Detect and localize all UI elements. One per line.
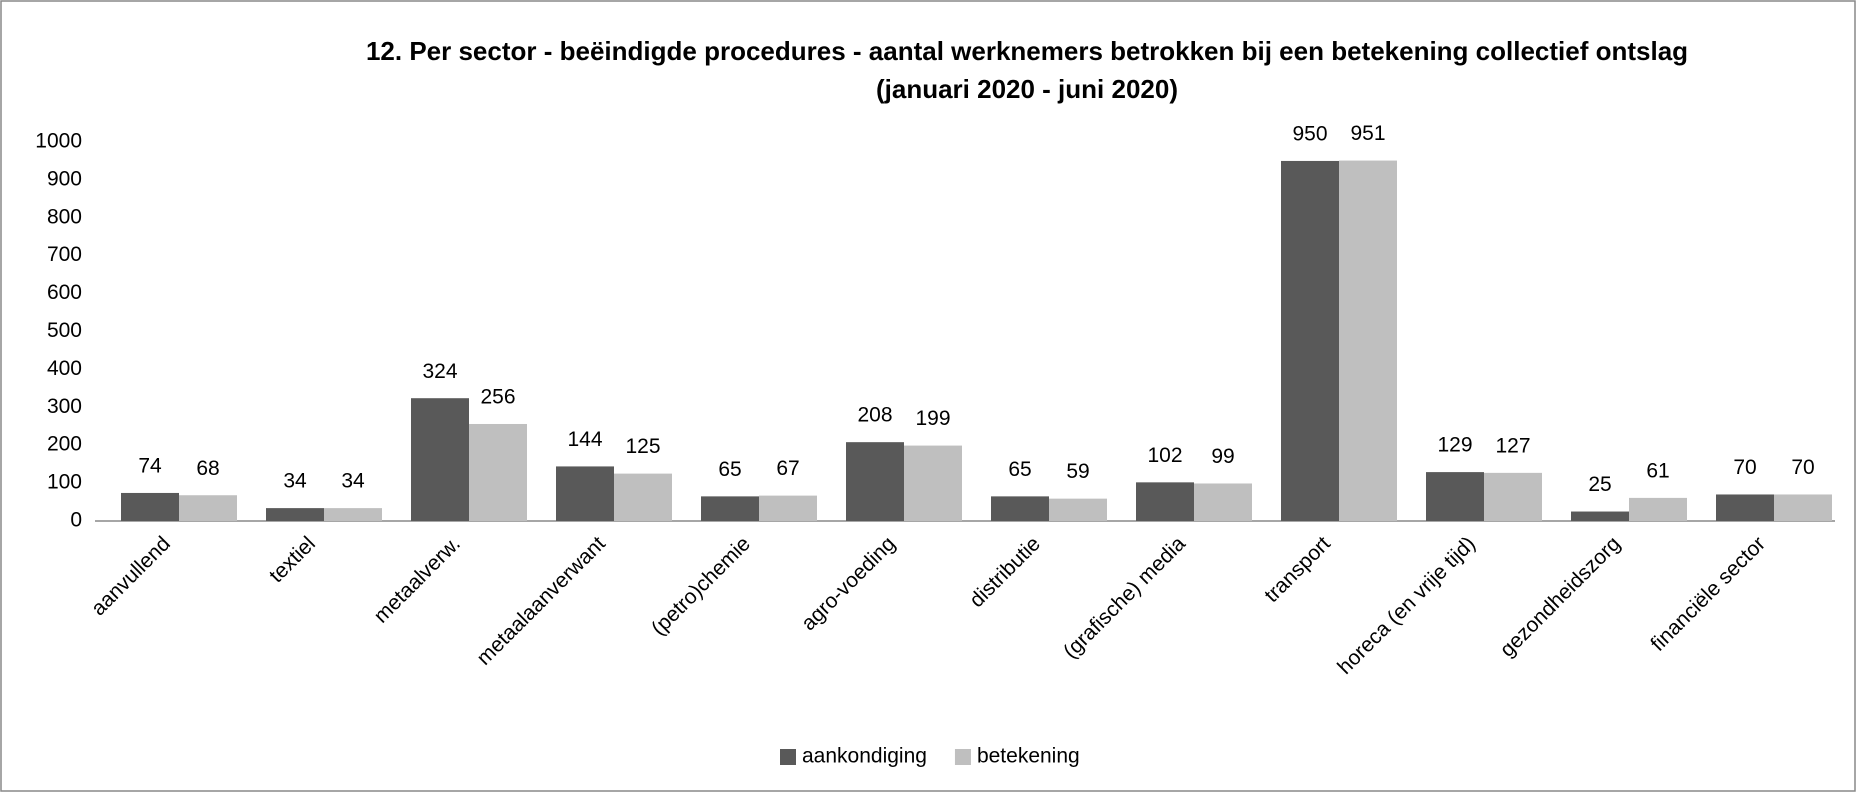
chart-title: 12. Per sector - beëindigde procedures -… [366,36,1688,66]
bar [556,466,614,521]
legend-label: aankondiging [802,745,927,768]
bar [1281,160,1339,521]
data-label: 127 [1495,434,1530,457]
y-tick-label: 500 [47,319,82,342]
data-label: 70 [1791,456,1814,479]
data-label: 34 [283,470,307,493]
data-label: 125 [625,435,660,458]
data-label: 129 [1437,434,1472,457]
data-label: 256 [480,386,515,409]
bar [121,492,179,521]
data-label: 34 [341,470,365,493]
y-tick-label: 100 [47,471,82,494]
data-label: 70 [1733,456,1756,479]
bar [701,496,759,521]
data-label: 144 [567,428,602,451]
bar [1571,511,1629,521]
data-label: 951 [1350,122,1385,145]
bar [1339,160,1397,522]
bar [1136,482,1194,521]
y-tick-label: 700 [47,243,82,266]
data-label: 68 [196,457,219,480]
legend-swatch [780,749,796,765]
data-label: 65 [718,458,741,481]
bar [1716,494,1774,521]
data-label: 950 [1292,122,1327,145]
y-tick-label: 0 [70,509,82,532]
y-tick-label: 200 [47,433,82,456]
data-label: 99 [1211,445,1234,468]
y-tick-label: 600 [47,281,82,304]
data-label: 74 [138,455,162,478]
bar [614,473,672,521]
y-tick-label: 900 [47,167,82,190]
bar [1194,483,1252,521]
y-tick-label: 300 [47,395,82,418]
data-label: 199 [915,407,950,430]
data-label: 102 [1147,444,1182,467]
data-label: 67 [776,457,799,480]
bar [1049,498,1107,521]
bar [1774,494,1832,521]
bar [991,496,1049,521]
bar [759,495,817,521]
bar [1484,472,1542,521]
y-tick-label: 1000 [35,130,82,153]
data-label: 324 [422,360,457,383]
y-tick-label: 800 [47,205,82,228]
bar [266,508,324,521]
bar [469,423,527,521]
data-label: 61 [1646,459,1669,482]
bar [411,398,469,521]
legend-swatch [954,749,971,765]
bar [1629,497,1687,521]
y-tick-label: 400 [47,357,82,380]
bar [179,495,237,521]
bar [324,508,382,521]
data-label: 25 [1588,473,1611,496]
chart-subtitle: (januari 2020 - juni 2020) [876,74,1178,104]
bar [846,442,904,521]
bar [904,445,962,521]
bar [1426,472,1484,521]
data-label: 59 [1066,460,1089,483]
data-label: 65 [1008,458,1031,481]
data-label: 208 [857,404,892,427]
legend-label: betekening [977,745,1080,768]
